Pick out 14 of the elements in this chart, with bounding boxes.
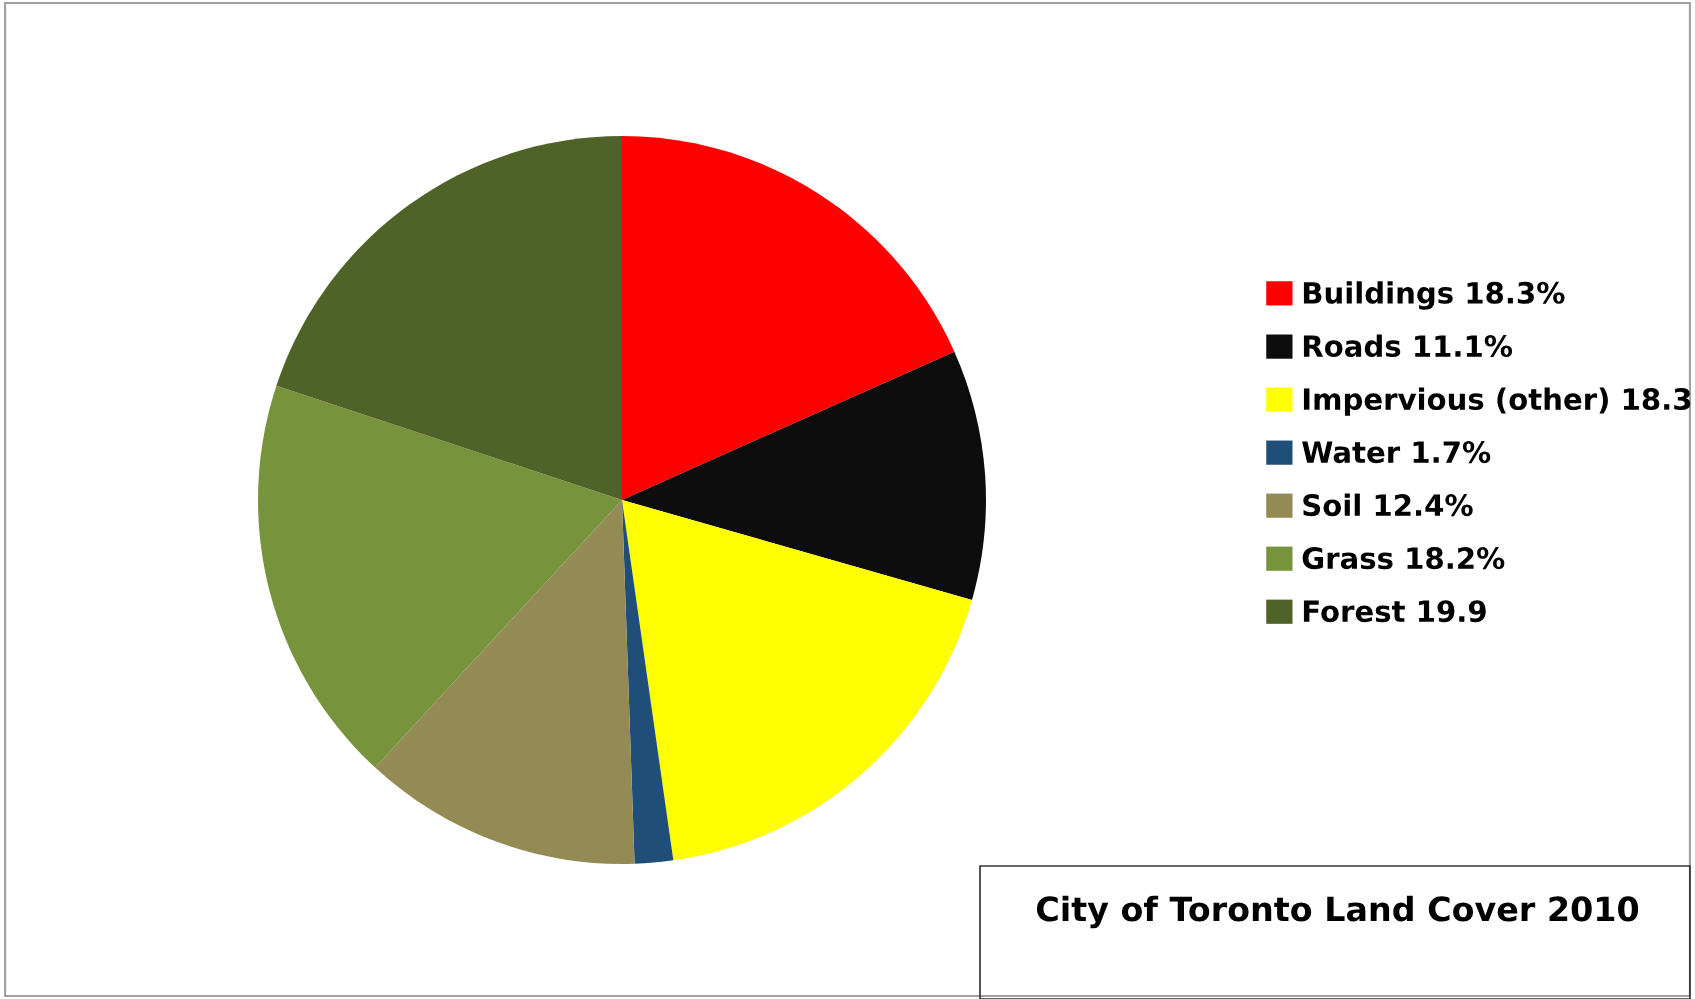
legend-label: Soil 12.4% [1303, 493, 1473, 517]
legend-label: Roads 11.1% [1303, 334, 1513, 358]
legend-label: Water 1.7% [1302, 441, 1491, 464]
legend-label: Forest 19.9 [1303, 600, 1486, 623]
pie-slice [375, 500, 635, 864]
pie-slice [258, 385, 622, 768]
pie-slice [622, 351, 986, 600]
legend-label: Grass 18.2% [1302, 547, 1505, 570]
text: City of Toronto Land Cover 2010 [1036, 895, 1639, 929]
legend-label: Impervious (other) 18.3 [1303, 387, 1691, 416]
pie-slice [276, 136, 622, 500]
pie-slice [622, 136, 955, 500]
pie-slice [622, 500, 972, 861]
legend-label: Buildings 18.3% [1303, 281, 1565, 310]
